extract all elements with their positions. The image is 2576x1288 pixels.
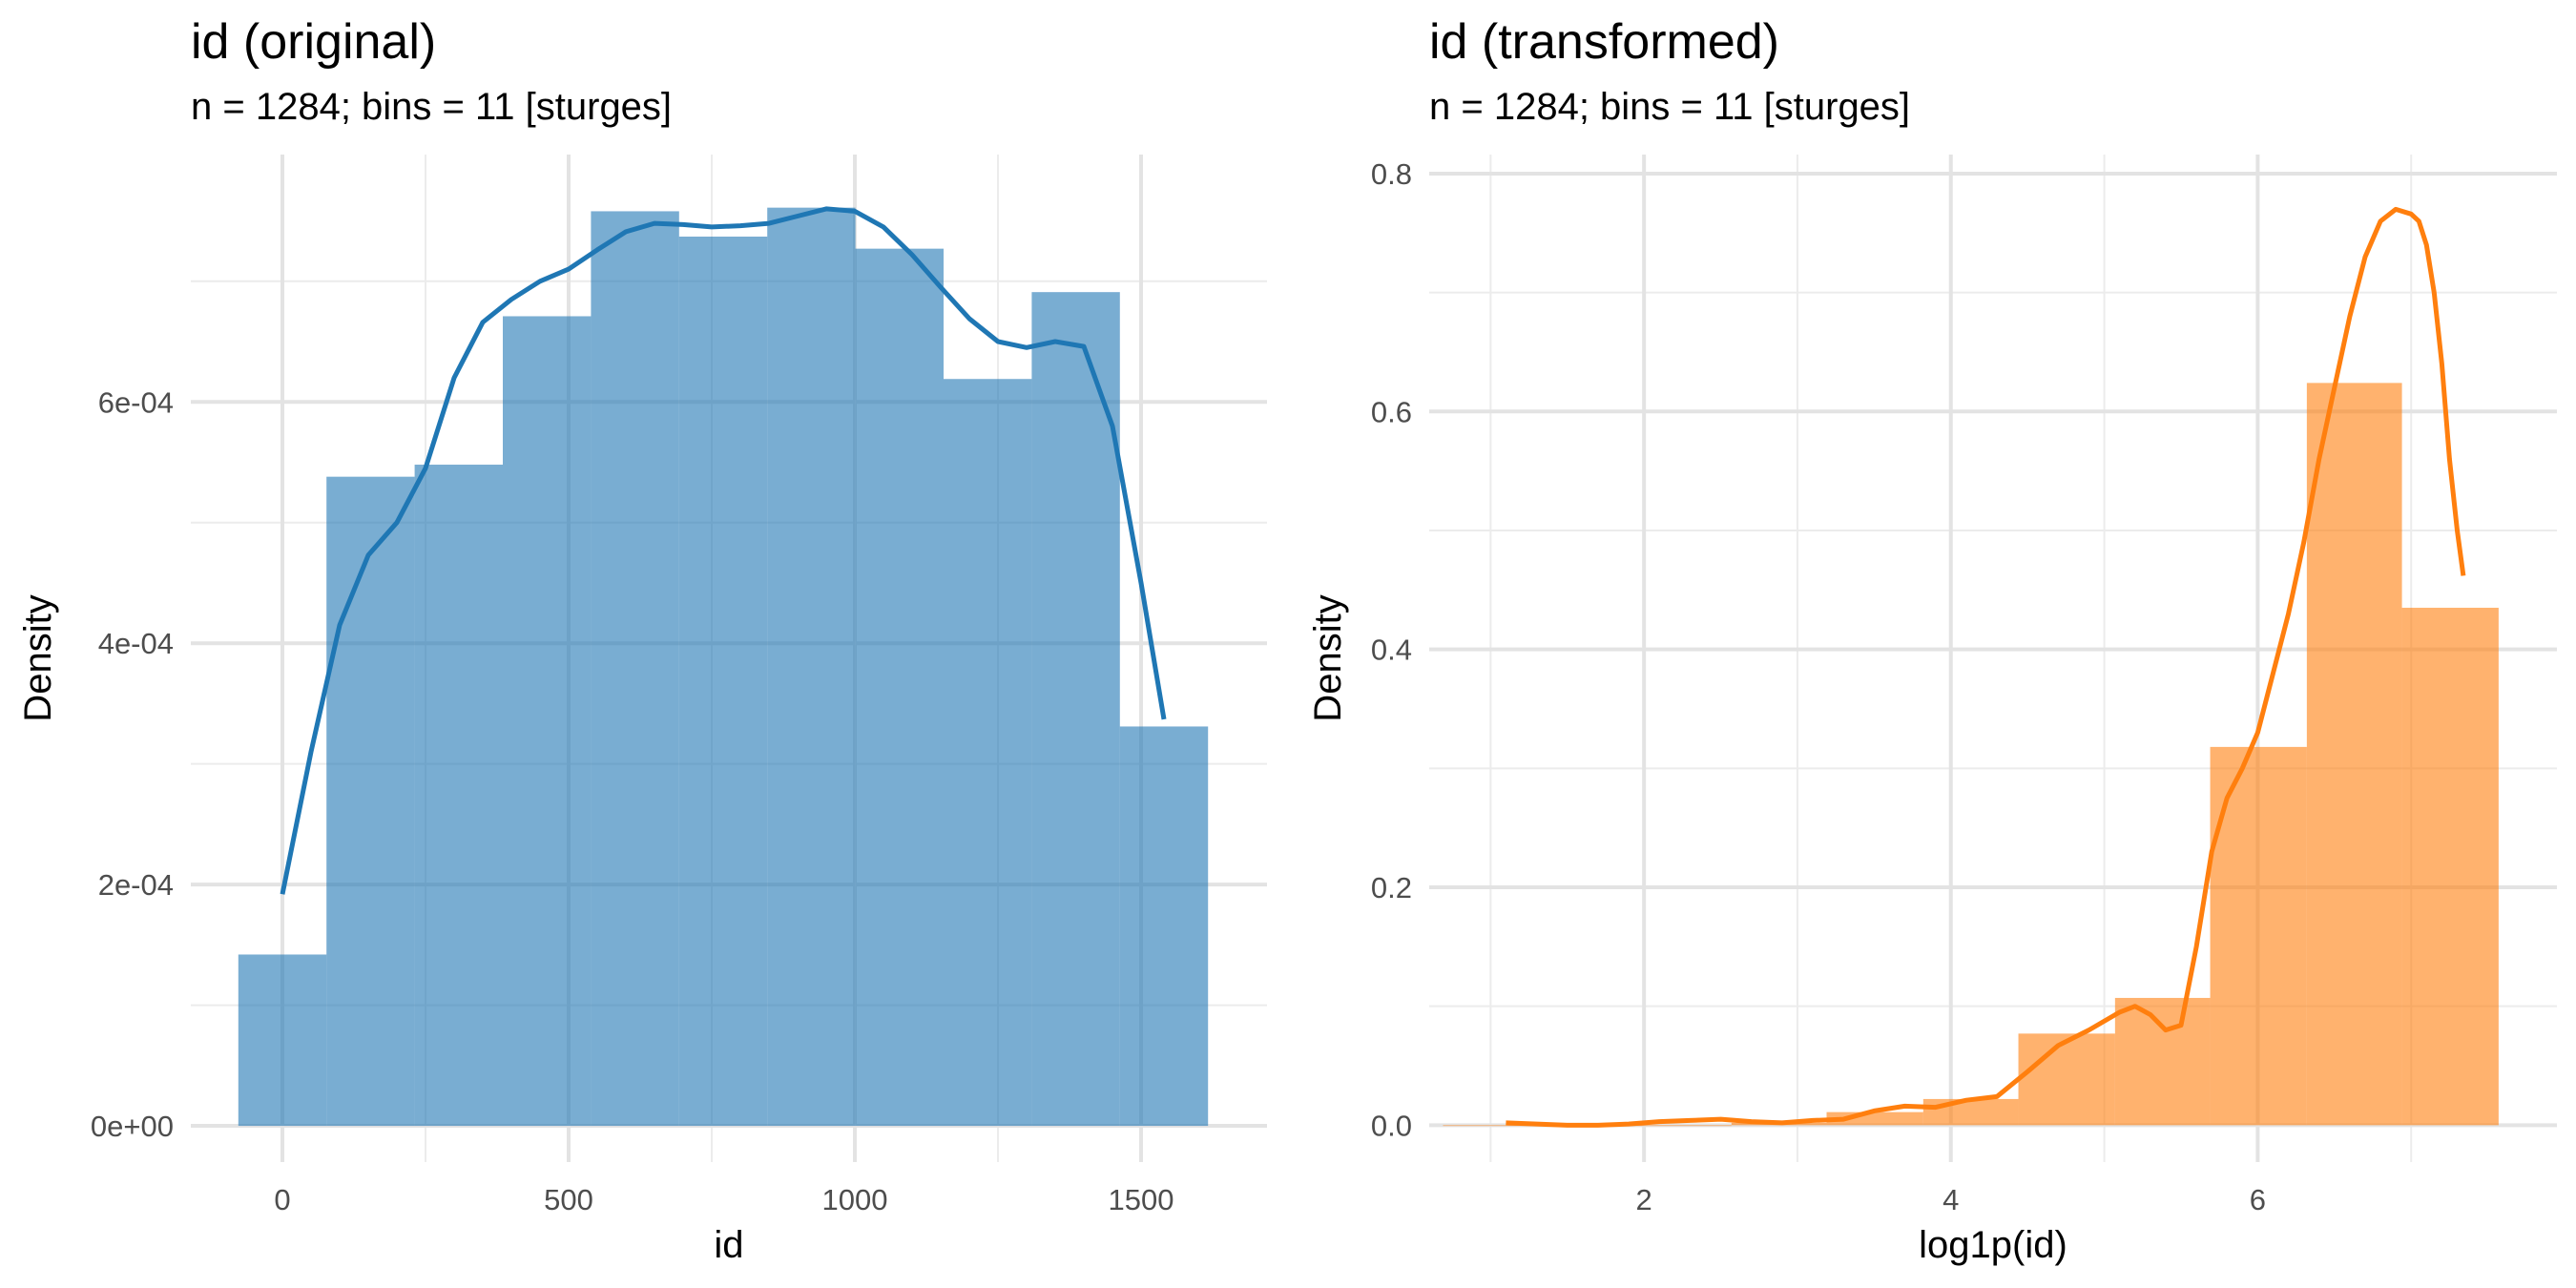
histogram-bar — [855, 248, 944, 1127]
density-curve — [280, 206, 1167, 895]
chart-subtitle: n = 1284; bins = 11 [sturges] — [1429, 86, 1911, 128]
histogram-bar — [1922, 1098, 2019, 1126]
x-tick-label: 1500 — [1109, 1183, 1174, 1216]
histogram-bar — [503, 316, 592, 1127]
y-tick-label: 0.8 — [1371, 157, 1412, 191]
x-axis-title: log1p(id) — [1919, 1224, 2067, 1266]
histogram-bar — [1443, 1125, 1540, 1127]
y-tick-label: 2e-04 — [98, 868, 174, 902]
histogram-bar — [2210, 746, 2307, 1126]
y-axis-title: Density — [17, 594, 59, 721]
histogram-bar — [678, 236, 768, 1127]
histogram-bar — [1634, 1125, 1732, 1127]
y-tick-label: 0.4 — [1371, 634, 1412, 667]
histogram-bar — [326, 476, 415, 1127]
x-tick-label: 6 — [2250, 1183, 2266, 1216]
y-tick-label: 6e-04 — [98, 385, 174, 419]
histogram-bar — [2018, 1033, 2115, 1126]
histogram-bar — [2306, 383, 2402, 1126]
y-tick-label: 0.2 — [1371, 871, 1412, 904]
histogram-bars — [238, 207, 1209, 1127]
density-curve — [1506, 206, 2466, 1128]
y-axis-title: Density — [1307, 594, 1349, 721]
chart-title: id (transformed) — [1429, 14, 1779, 70]
histogram-bar — [767, 207, 856, 1127]
histogram-bar — [2401, 608, 2499, 1126]
histogram-bars — [1443, 383, 2499, 1127]
chart-subtitle: n = 1284; bins = 11 [sturges] — [191, 86, 673, 128]
x-tick-label: 1000 — [822, 1183, 888, 1216]
histogram-bar — [1031, 292, 1120, 1127]
y-tick-label: 4e-04 — [98, 627, 174, 660]
chart-panel-transformed: id (transformed) n = 1284; bins = 11 [st… — [1288, 0, 2576, 1288]
chart-title: id (original) — [191, 14, 437, 70]
x-tick-label: 2 — [1636, 1183, 1652, 1216]
histogram-bar — [944, 379, 1032, 1127]
histogram-bar — [591, 211, 679, 1127]
histogram-bar — [414, 465, 503, 1127]
chart-panel-original: id (original) n = 1284; bins = 11 [sturg… — [17, 14, 1267, 1266]
histogram-original-svg: 0e+00 2e-04 4e-04 6e-04 0 500 1000 1500 id Densit… — [17, 155, 1267, 1266]
y-tick-label: 0.6 — [1371, 395, 1412, 428]
x-tick-label: 500 — [544, 1183, 593, 1216]
histogram-bar — [238, 954, 327, 1127]
x-tick-label: 0 — [274, 1183, 290, 1216]
y-tick-label: 0.0 — [1371, 1109, 1412, 1142]
histogram-bar — [1119, 726, 1209, 1127]
y-tick-label: 0e+00 — [91, 1110, 174, 1143]
histogram-transformed-svg: 0.0 0.2 0.4 0.6 0.8 2 4 6 log1p(id) Density — [1307, 155, 2557, 1266]
histogram-bar — [2114, 997, 2211, 1126]
x-axis-title: id — [714, 1224, 743, 1266]
x-tick-label: 4 — [1942, 1183, 1959, 1216]
